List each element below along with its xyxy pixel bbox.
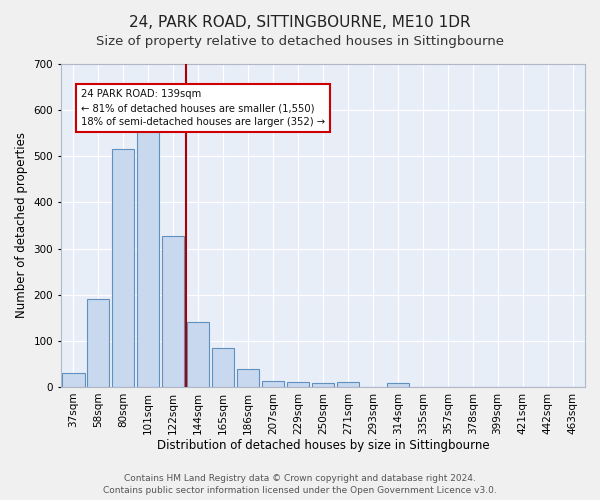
- Bar: [287, 382, 309, 387]
- Text: 24, PARK ROAD, SITTINGBOURNE, ME10 1DR: 24, PARK ROAD, SITTINGBOURNE, ME10 1DR: [129, 15, 471, 30]
- Bar: [137, 128, 160, 387]
- Bar: [87, 300, 109, 387]
- Bar: [62, 373, 85, 387]
- Bar: [212, 348, 234, 387]
- Text: 24 PARK ROAD: 139sqm
← 81% of detached houses are smaller (1,550)
18% of semi-de: 24 PARK ROAD: 139sqm ← 81% of detached h…: [81, 90, 325, 128]
- X-axis label: Distribution of detached houses by size in Sittingbourne: Distribution of detached houses by size …: [157, 440, 489, 452]
- Bar: [237, 368, 259, 387]
- Y-axis label: Number of detached properties: Number of detached properties: [15, 132, 28, 318]
- Bar: [162, 236, 184, 387]
- Bar: [112, 150, 134, 387]
- Bar: [386, 384, 409, 387]
- Bar: [337, 382, 359, 387]
- Text: Size of property relative to detached houses in Sittingbourne: Size of property relative to detached ho…: [96, 35, 504, 48]
- Text: Contains HM Land Registry data © Crown copyright and database right 2024.
Contai: Contains HM Land Registry data © Crown c…: [103, 474, 497, 495]
- Bar: [187, 322, 209, 387]
- Bar: [262, 381, 284, 387]
- Bar: [311, 383, 334, 387]
